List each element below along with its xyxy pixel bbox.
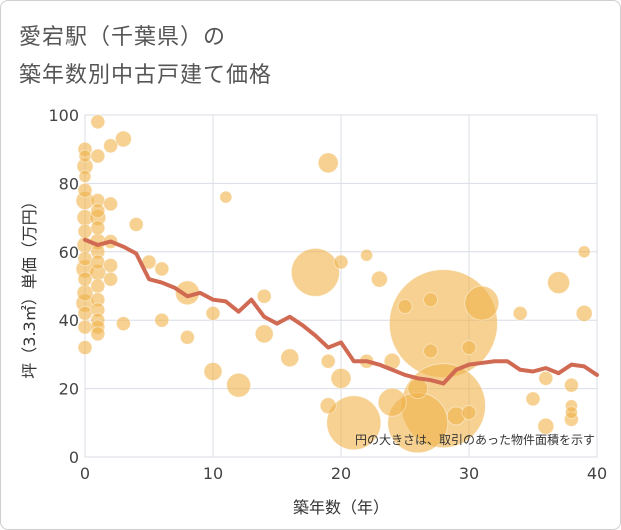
y-tick-label: 60 — [59, 243, 79, 262]
data-bubble — [77, 305, 93, 321]
data-bubble — [90, 326, 106, 342]
data-bubble — [77, 319, 93, 335]
data-bubble — [317, 152, 339, 174]
data-bubble — [115, 130, 132, 148]
y-tick-label: 100 — [48, 106, 79, 125]
data-bubble — [326, 395, 382, 451]
tick-labels: 0 10 20 30 40 0 20 40 60 80 100 — [48, 106, 607, 483]
data-bubble — [565, 406, 578, 419]
data-bubble — [464, 285, 500, 321]
data-bubble — [370, 270, 388, 288]
data-bubble — [90, 278, 106, 294]
data-bubble — [537, 417, 555, 435]
y-axis-label: 坪（3.3㎡）単価（万円） — [20, 193, 39, 378]
data-bubble — [360, 248, 374, 262]
data-bubble — [116, 316, 131, 332]
data-bubble — [179, 329, 195, 345]
data-bubble — [103, 271, 118, 287]
data-bubble — [90, 254, 106, 270]
data-bubble — [103, 258, 118, 273]
data-bubble — [423, 292, 439, 308]
y-tick-label: 20 — [59, 380, 79, 399]
data-bubble — [577, 245, 591, 259]
data-bubble — [154, 261, 170, 277]
data-bubble — [77, 340, 93, 355]
data-bubble — [103, 196, 118, 212]
data-bubble — [128, 217, 144, 232]
bubble-size-note: 円の大きさは、取引のあった物件面積を示す — [355, 432, 595, 447]
data-bubble — [512, 305, 528, 321]
data-bubble — [575, 304, 593, 322]
x-tick-label: 0 — [80, 464, 90, 483]
data-bubble — [290, 247, 340, 297]
data-bubble — [423, 343, 439, 359]
data-bubble — [538, 370, 554, 386]
data-bubble — [320, 353, 336, 369]
x-tick-label: 30 — [459, 464, 479, 483]
data-bubble — [254, 324, 274, 344]
data-bubble — [547, 271, 570, 294]
data-bubble — [78, 170, 92, 183]
data-bubble — [90, 114, 106, 130]
data-bubble — [397, 299, 413, 314]
y-tick-label: 40 — [59, 311, 79, 330]
data-bubble — [77, 182, 93, 198]
data-bubble — [77, 271, 93, 287]
chart-title-line1: 愛宕駅（千葉県）の — [19, 25, 227, 50]
x-axis-label: 築年数（年） — [293, 498, 389, 517]
x-tick-label: 10 — [203, 464, 223, 483]
data-bubble — [461, 405, 477, 420]
data-bubble — [205, 305, 221, 321]
data-bubble — [203, 362, 223, 381]
y-tick-label: 80 — [59, 174, 79, 193]
x-tick-label: 20 — [331, 464, 351, 483]
data-bubble — [280, 348, 300, 368]
data-bubble — [77, 223, 93, 239]
data-bubble — [154, 312, 170, 328]
data-bubble — [525, 391, 541, 407]
data-bubble — [90, 203, 106, 219]
data-bubble — [377, 387, 407, 417]
data-bubble — [461, 340, 477, 355]
data-bubble — [90, 148, 106, 164]
data-bubble — [564, 377, 579, 393]
data-bubble — [78, 149, 92, 163]
y-tick-label: 0 — [69, 448, 79, 467]
data-bubble — [219, 190, 233, 204]
data-bubble — [90, 220, 106, 236]
trend-line-group — [83, 237, 599, 386]
data-bubble — [256, 288, 272, 304]
data-bubble — [407, 378, 429, 400]
trend-line — [83, 237, 599, 386]
x-tick-label: 40 — [587, 464, 607, 483]
data-bubble — [77, 251, 93, 267]
data-bubble — [330, 367, 352, 389]
chart-title-line2: 築年数別中古戸建て価格 — [19, 63, 273, 88]
data-bubble — [103, 138, 118, 154]
data-bubble — [319, 397, 337, 415]
data-bubble — [333, 254, 349, 270]
bubbles — [75, 114, 593, 454]
data-bubble — [226, 372, 252, 398]
